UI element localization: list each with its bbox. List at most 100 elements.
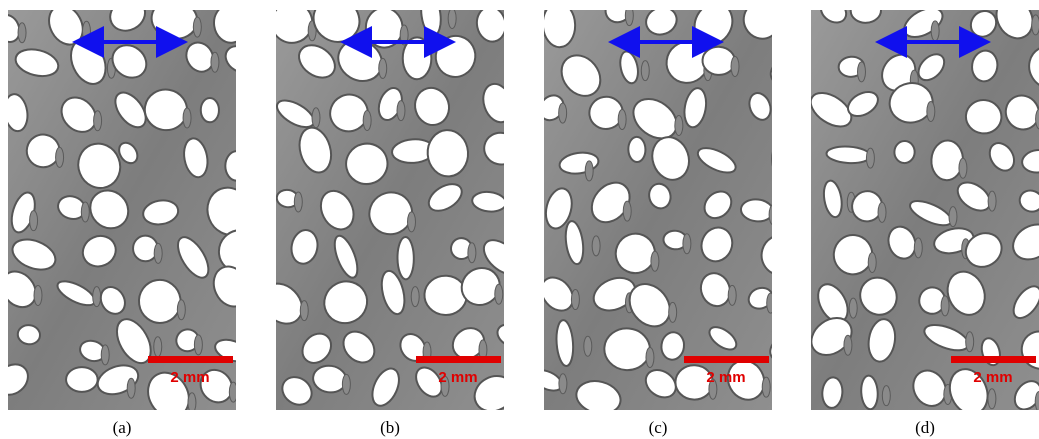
- pore: [995, 10, 1034, 40]
- pore: [964, 232, 1003, 268]
- strut: [341, 373, 351, 395]
- strut: [913, 237, 923, 259]
- panel: 2 mm (b): [276, 10, 527, 437]
- pore: [867, 318, 897, 363]
- strut: [467, 242, 477, 264]
- pore: [821, 376, 844, 409]
- strut: [513, 99, 521, 119]
- pore: [912, 369, 947, 407]
- strut: [362, 110, 372, 132]
- pore: [14, 48, 60, 78]
- strut: [640, 60, 650, 82]
- pore: [819, 10, 848, 24]
- strut: [761, 376, 771, 398]
- pore: [298, 126, 333, 174]
- strut: [730, 55, 740, 77]
- strut: [558, 373, 568, 395]
- panel: 2 mm (d): [811, 10, 1039, 437]
- pore: [887, 225, 917, 260]
- strut: [100, 344, 110, 366]
- pore: [199, 96, 220, 124]
- pore: [471, 190, 504, 213]
- pore: [1012, 223, 1039, 261]
- strut: [617, 109, 627, 131]
- pore: [319, 189, 355, 231]
- pore: [627, 135, 647, 163]
- pore: [771, 141, 772, 182]
- strut: [440, 375, 450, 397]
- pore: [213, 10, 236, 44]
- strut: [848, 297, 858, 319]
- strut: [410, 286, 420, 308]
- pore: [199, 368, 234, 404]
- pore: [11, 238, 57, 271]
- strut: [790, 344, 798, 364]
- strut: [727, 284, 737, 306]
- strut: [447, 10, 457, 30]
- foam-image: [811, 10, 1039, 410]
- pore: [739, 198, 772, 223]
- pore: [893, 140, 916, 165]
- pore: [496, 323, 504, 347]
- pore: [651, 136, 690, 181]
- pore: [564, 220, 585, 266]
- strut: [987, 388, 997, 410]
- strut: [1031, 14, 1039, 36]
- strut: [519, 329, 527, 349]
- pore: [1021, 149, 1039, 174]
- pore: [822, 179, 843, 219]
- strut: [940, 295, 950, 317]
- strut: [81, 20, 91, 42]
- strut: [1035, 108, 1039, 130]
- pore: [415, 366, 443, 398]
- pore: [592, 276, 637, 312]
- strut: [584, 160, 594, 182]
- strut: [948, 206, 958, 228]
- strut: [193, 334, 203, 356]
- pore: [323, 280, 369, 325]
- pore: [115, 318, 152, 365]
- pore: [696, 147, 737, 174]
- pore: [60, 96, 97, 133]
- pore: [8, 93, 29, 133]
- pore: [224, 45, 236, 74]
- strut: [245, 162, 253, 182]
- pore: [147, 371, 190, 410]
- strut: [210, 51, 220, 73]
- strut: [245, 20, 253, 40]
- strut: [182, 107, 192, 129]
- pore: [380, 269, 406, 316]
- strut: [682, 233, 692, 255]
- strut: [80, 201, 90, 223]
- foam-image: [276, 10, 527, 410]
- pore: [276, 10, 314, 44]
- pore: [683, 87, 708, 129]
- scale-bar-label: 2 mm: [973, 369, 1012, 386]
- strut: [192, 16, 202, 38]
- strut: [311, 107, 321, 129]
- pore: [81, 234, 117, 268]
- pore: [371, 367, 400, 407]
- pore: [118, 141, 139, 165]
- strut: [245, 344, 253, 364]
- strut: [55, 146, 65, 168]
- pore: [473, 375, 504, 410]
- scale-bar: [951, 356, 1036, 363]
- pore: [560, 54, 602, 97]
- pore: [699, 272, 731, 308]
- pore: [632, 97, 678, 140]
- pore: [89, 189, 130, 230]
- pore: [742, 10, 772, 40]
- pore: [177, 236, 210, 279]
- strut: [965, 331, 975, 353]
- strut: [865, 147, 875, 169]
- strut: [797, 156, 805, 176]
- strut: [29, 210, 39, 232]
- pore: [700, 226, 734, 263]
- pore: [575, 380, 622, 410]
- panel: 2 mm (a): [8, 10, 253, 437]
- strut: [674, 114, 684, 136]
- strut: [708, 378, 718, 400]
- pore: [482, 82, 504, 124]
- pore: [847, 90, 879, 118]
